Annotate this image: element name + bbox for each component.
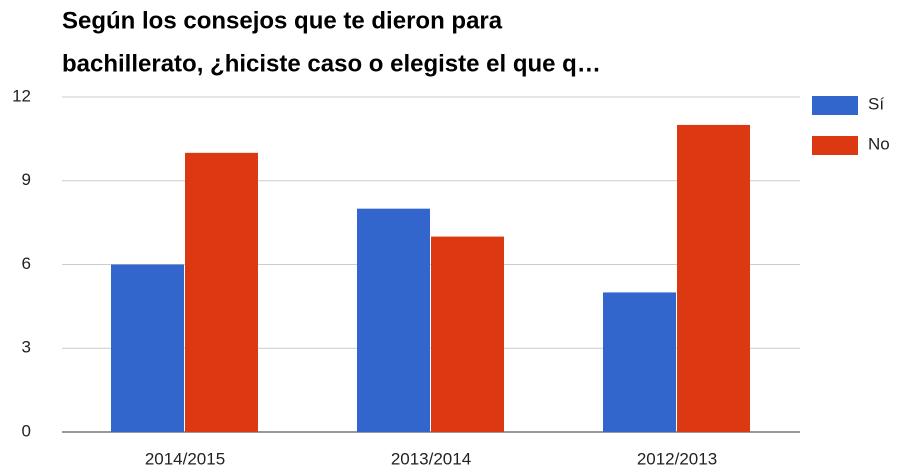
x-tick-label: 2013/2014	[391, 449, 471, 468]
bar	[357, 208, 430, 432]
bar	[431, 236, 504, 432]
x-tick-label: 2012/2013	[637, 449, 717, 468]
bar	[111, 264, 184, 432]
chart-title: bachillerato, ¿hiciste caso o elegiste e…	[62, 50, 601, 77]
legend-swatch	[812, 136, 858, 155]
legend-label: Sí	[868, 94, 884, 113]
x-tick-label: 2014/2015	[145, 449, 225, 468]
legend-label: No	[868, 134, 890, 153]
legend-swatch	[812, 96, 858, 115]
bar	[677, 124, 750, 433]
y-tick-label: 9	[22, 170, 31, 189]
chart-title: Según los consejos que te dieron para	[62, 7, 503, 34]
y-tick-label: 6	[22, 254, 31, 273]
y-tick-label: 3	[22, 338, 31, 357]
y-tick-label: 12	[12, 86, 31, 105]
bar	[603, 292, 676, 432]
y-tick-label: 0	[22, 421, 31, 440]
bar	[185, 152, 258, 433]
